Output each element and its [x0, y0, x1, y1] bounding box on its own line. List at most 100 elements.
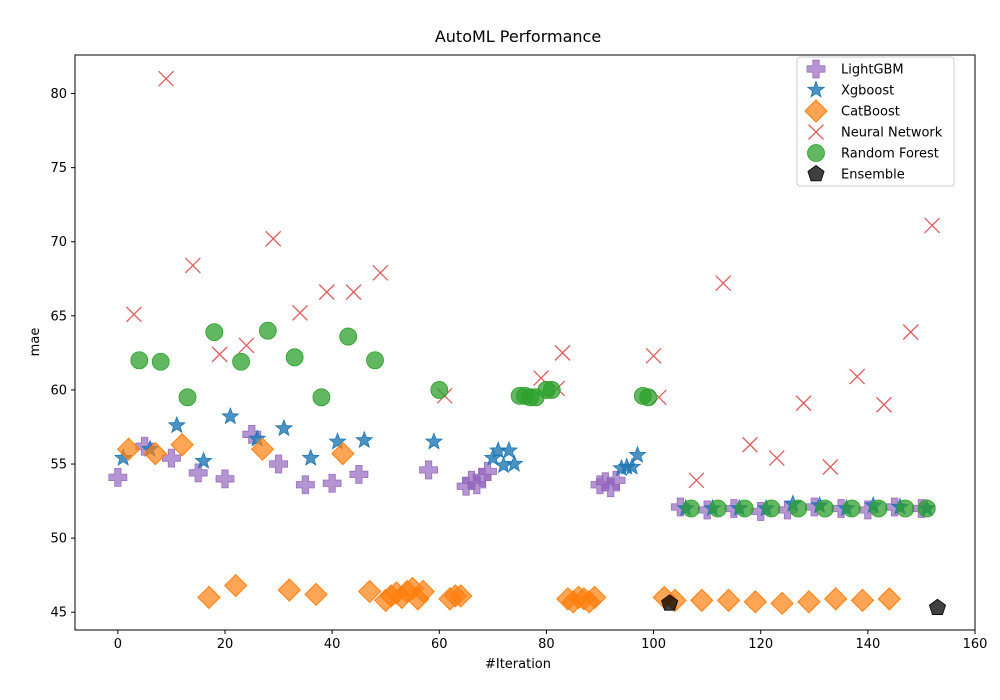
data-point-neural-network — [158, 70, 175, 87]
x-tick-label: 20 — [217, 637, 234, 652]
data-point-random-forest — [896, 499, 915, 518]
data-point-random-forest — [816, 499, 834, 518]
data-point-random-forest — [366, 351, 384, 370]
data-point-xgboost — [628, 445, 647, 463]
y-axis-label: mae — [28, 328, 43, 357]
legend: LightGBM Xgboost CatBoost Neural Network Ran… — [796, 56, 955, 187]
data-point-xgboost — [247, 429, 267, 447]
data-point-neural-network — [849, 368, 866, 385]
data-point-neural-network — [822, 459, 839, 475]
data-point-xgboost — [483, 448, 503, 466]
legend-marker-xgboost — [806, 80, 826, 98]
data-point-neural-network — [265, 230, 282, 247]
data-point-neural-network — [372, 264, 389, 281]
data-point-xgboost — [167, 415, 186, 434]
data-point-xgboost — [505, 454, 524, 472]
data-point-neural-network — [238, 337, 255, 354]
data-point-xgboost — [499, 441, 519, 459]
y-tick-label: 50 — [50, 532, 67, 547]
data-point-ensemble — [661, 594, 679, 611]
data-point-xgboost — [622, 457, 642, 475]
legend-marker-neural-network — [808, 124, 824, 140]
x-tick-label: 40 — [324, 637, 341, 652]
data-point-lightgbm — [295, 475, 315, 495]
axis-ticks: 0 20 40 60 80 100 120 140 160 45 50 55 60 65 70 75 80 — [50, 87, 987, 652]
legend-marker-catboost — [804, 99, 828, 123]
data-point-xgboost — [328, 432, 347, 450]
data-point-xgboost — [274, 418, 294, 437]
data-point-catboost — [411, 579, 435, 604]
x-tick-label: 140 — [855, 637, 880, 652]
y-tick-label: 80 — [50, 87, 67, 102]
data-point-neural-network — [554, 344, 571, 361]
y-tick-label: 60 — [50, 383, 67, 398]
data-point-random-forest — [205, 323, 224, 342]
data-point-catboost — [850, 588, 875, 613]
data-point-lightgbm — [349, 464, 369, 484]
data-point-xgboost — [355, 430, 374, 449]
y-tick-label: 75 — [50, 161, 67, 176]
plot-frame — [74, 54, 976, 631]
data-point-catboost — [582, 585, 607, 610]
data-point-catboost — [250, 437, 275, 461]
data-point-neural-network — [715, 275, 732, 292]
data-point-neural-network — [875, 396, 892, 413]
x-tick-label: 60 — [431, 637, 448, 652]
data-point-neural-network — [292, 304, 308, 321]
data-point-ensemble — [928, 598, 947, 616]
legend-marker-ensemble — [807, 165, 825, 182]
data-point-xgboost — [194, 451, 213, 469]
y-tick-label: 55 — [50, 458, 67, 473]
chart-title: AutoML Performance — [435, 27, 601, 46]
data-point-random-forest — [762, 499, 781, 518]
data-point-xgboost — [301, 448, 320, 466]
data-point-catboost — [449, 584, 473, 608]
data-point-random-forest — [130, 351, 149, 370]
data-point-catboost — [304, 582, 328, 607]
data-point-xgboost — [424, 432, 444, 450]
data-point-xgboost — [221, 406, 240, 425]
data-point-lightgbm — [188, 463, 208, 483]
data-point-lightgbm — [478, 462, 497, 481]
series-catboost — [116, 433, 901, 616]
data-point-random-forest — [312, 388, 331, 407]
data-point-neural-network — [318, 284, 335, 301]
data-point-random-forest — [151, 352, 170, 371]
data-point-random-forest — [339, 327, 358, 346]
data-point-random-forest — [789, 499, 808, 518]
y-tick-label: 65 — [50, 309, 67, 324]
data-point-lightgbm — [419, 460, 438, 480]
data-point-random-forest — [869, 499, 888, 518]
data-point-catboost — [170, 433, 194, 457]
data-point-random-forest — [258, 321, 277, 340]
data-point-neural-network — [645, 347, 662, 364]
data-point-random-forest — [708, 499, 727, 518]
data-point-random-forest — [178, 388, 197, 407]
data-point-lightgbm — [269, 454, 288, 474]
data-point-random-forest — [639, 388, 658, 407]
data-point-lightgbm — [108, 467, 128, 487]
data-point-catboost — [331, 441, 355, 466]
data-point-neural-network — [742, 436, 758, 453]
x-tick-label: 160 — [963, 637, 988, 652]
data-point-random-forest — [542, 381, 561, 399]
legend-box — [796, 56, 955, 187]
data-point-lightgbm — [606, 470, 626, 490]
data-point-neural-network — [768, 450, 785, 467]
data-point-random-forest — [430, 381, 449, 399]
legend-label: CatBoost — [841, 105, 900, 120]
data-point-lightgbm — [215, 469, 235, 489]
data-point-catboost — [277, 578, 301, 602]
y-tick-label: 45 — [50, 606, 67, 621]
data-point-random-forest — [682, 499, 700, 518]
data-point-neural-network — [184, 257, 201, 274]
data-point-neural-network — [924, 217, 941, 234]
x-axis-label: #Iteration — [485, 657, 551, 672]
data-point-neural-network — [902, 324, 919, 341]
y-tick-label: 70 — [50, 235, 67, 250]
data-point-catboost — [716, 588, 741, 613]
data-point-catboost — [116, 437, 141, 461]
data-point-random-forest — [735, 499, 754, 518]
x-tick-label: 100 — [641, 637, 666, 652]
